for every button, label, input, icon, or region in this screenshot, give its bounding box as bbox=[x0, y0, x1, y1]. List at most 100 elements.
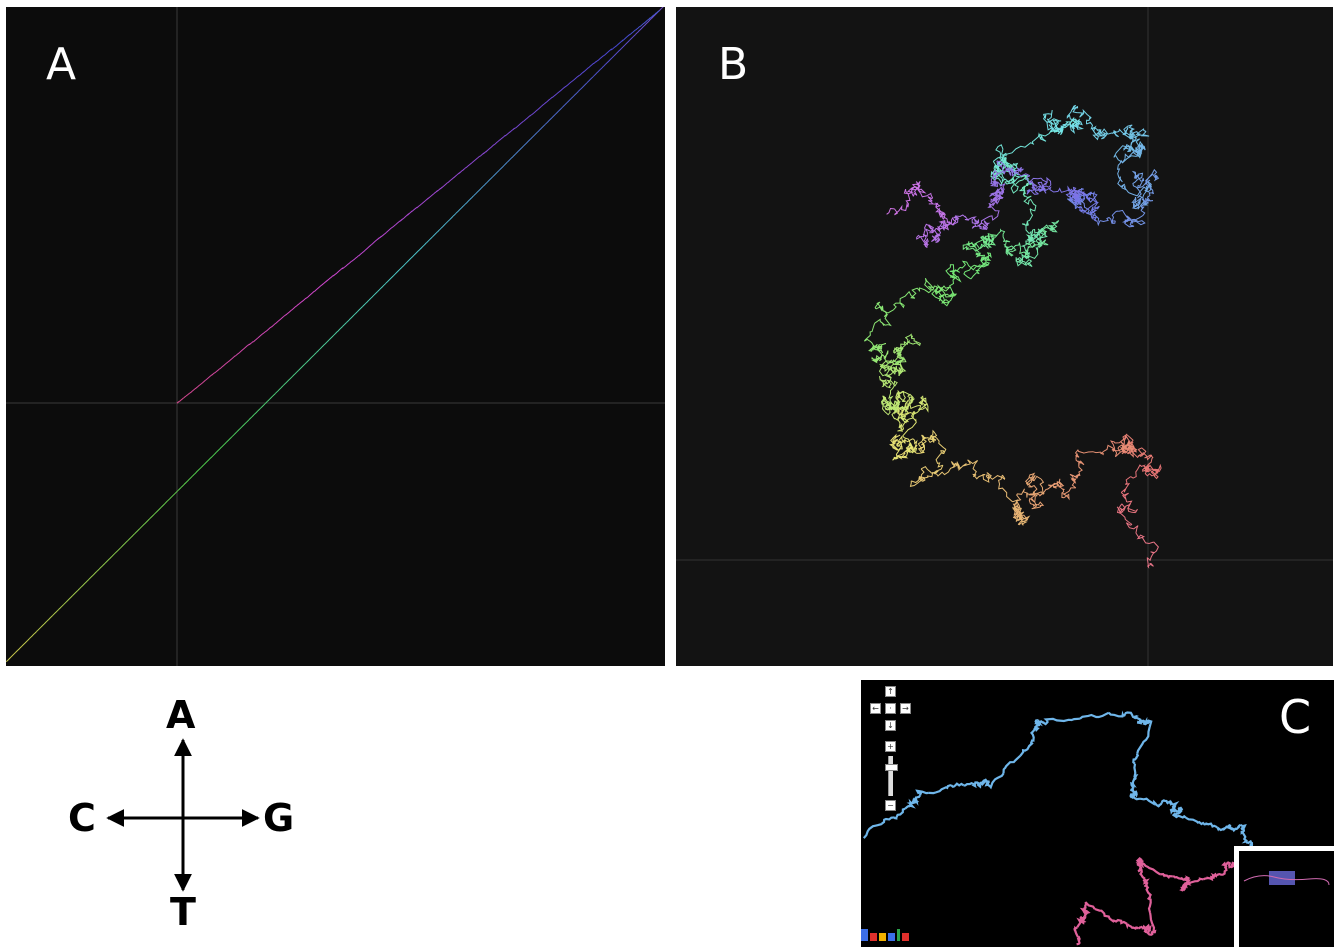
panel-a-walk-segment bbox=[556, 85, 566, 95]
panel-c-walk-blue bbox=[1247, 839, 1254, 849]
panel-a-walk-segment bbox=[248, 414, 255, 421]
panel-c-walk-blue bbox=[1230, 823, 1242, 833]
pan-up-icon[interactable]: ↑ bbox=[885, 686, 896, 697]
panel-b-walk bbox=[863, 104, 1162, 569]
panel-a-walk-segment bbox=[216, 442, 227, 453]
panel-b-walk-segment bbox=[1016, 488, 1025, 502]
panel-a-walk-segment bbox=[561, 98, 572, 109]
compass-letter-right: G bbox=[263, 796, 295, 840]
panel-b-walk-segment bbox=[1015, 257, 1026, 267]
panel-a-walk-segment bbox=[386, 224, 397, 233]
panel-b-walk-segment bbox=[1140, 198, 1147, 211]
panel-b-walk-segment bbox=[945, 267, 955, 278]
panel-b-walk-segment bbox=[1146, 541, 1160, 562]
panel-b-walk-segment bbox=[995, 188, 1005, 197]
panel-b-walk-segment bbox=[911, 337, 921, 347]
panel-a-walk-segment bbox=[15, 645, 23, 653]
panel-b-walk-segment bbox=[1144, 454, 1154, 465]
zoom-slider-icon[interactable] bbox=[888, 756, 893, 796]
panel-b-walk-segment bbox=[1032, 501, 1045, 508]
panel-c-map[interactable] bbox=[861, 680, 1334, 947]
panel-b-walk-segment bbox=[1028, 472, 1036, 482]
panel-c-walk-blue bbox=[1035, 718, 1042, 727]
panel-a-walk-segment bbox=[492, 170, 500, 178]
panel-c-walk-pink bbox=[1224, 861, 1232, 869]
panel-a-walk-segment bbox=[149, 513, 155, 520]
panel-b-walk-segment bbox=[972, 239, 983, 252]
panel-c-walk-pink bbox=[1079, 907, 1087, 913]
zoom-in-icon[interactable]: + bbox=[885, 741, 896, 752]
panel-b-walk-segment bbox=[1147, 191, 1155, 198]
pan-right-icon[interactable]: → bbox=[900, 703, 911, 714]
panel-b-walk-segment bbox=[911, 183, 927, 194]
panel-b-walk-segment bbox=[1025, 475, 1042, 486]
panel-b-walk-segment bbox=[896, 346, 903, 358]
panel-b-plot bbox=[676, 7, 1333, 666]
panel-b-walk-segment bbox=[1023, 491, 1039, 498]
panel-c-walk-blue bbox=[915, 789, 929, 796]
panel-a-walk-segment bbox=[577, 82, 588, 92]
panel-b-walk-segment bbox=[1124, 147, 1141, 159]
panel-b-walk-segment bbox=[1028, 493, 1036, 507]
panel-a-walk-segment bbox=[506, 153, 516, 163]
panel-a-walk-segment bbox=[530, 131, 539, 140]
panel-c-walk-blue bbox=[1019, 739, 1034, 757]
panel-b-walk-segment bbox=[1120, 492, 1129, 503]
panel-b-walk-segment bbox=[1057, 127, 1064, 136]
panel-b-walk-segment bbox=[1004, 245, 1017, 253]
pan-center-icon[interactable]: · bbox=[885, 703, 896, 714]
panel-b-walk-segment bbox=[1121, 185, 1138, 197]
panel-c-walk-pink bbox=[1216, 868, 1228, 877]
panel-b-walk-segment bbox=[1001, 149, 1007, 160]
panel-a-walk-segment bbox=[355, 306, 363, 314]
panel-b-walk-segment bbox=[1007, 162, 1019, 168]
panel-c-walk-blue bbox=[982, 778, 988, 784]
panel-c-walk-blue bbox=[950, 782, 965, 788]
panel-b-walk-segment bbox=[985, 238, 997, 246]
panel-b-walk-segment bbox=[869, 340, 878, 352]
panel-c-walk-blue bbox=[1129, 794, 1141, 801]
panel-a-walk-segment bbox=[571, 74, 581, 82]
panel-a-walk-segment bbox=[592, 69, 601, 78]
panel-b-walk-segment bbox=[928, 199, 939, 208]
panel-c-walk-blue bbox=[973, 781, 982, 789]
panel-b-walk-segment bbox=[899, 290, 916, 309]
panel-c-walk-pink bbox=[1149, 912, 1157, 934]
panel-b-walk-segment bbox=[1103, 444, 1118, 457]
panel-b-walk-segment bbox=[935, 202, 946, 220]
panel-b-walk-segment bbox=[933, 435, 947, 455]
panel-a-walk-segment bbox=[111, 547, 121, 557]
panel-b-walk-segment bbox=[917, 404, 929, 413]
panel-a-walk-segment bbox=[120, 540, 128, 549]
panel-b-walk-segment bbox=[885, 402, 896, 411]
zoom-out-icon[interactable]: − bbox=[885, 800, 896, 811]
pan-down-icon[interactable]: ↓ bbox=[885, 720, 896, 731]
panel-a-walk-segment bbox=[104, 556, 113, 565]
panel-b-walk-segment bbox=[923, 236, 930, 249]
panel-b-walk-segment bbox=[938, 219, 952, 230]
panel-a: A bbox=[6, 7, 665, 666]
panel-c-walk-pink bbox=[1146, 930, 1154, 936]
panel-a-walk-segment bbox=[650, 8, 662, 20]
panel-b-walk-segment bbox=[894, 356, 907, 365]
pan-left-icon[interactable]: ← bbox=[870, 703, 881, 714]
panel-b-walk-segment bbox=[1115, 444, 1126, 458]
overview-map[interactable] bbox=[1234, 846, 1334, 947]
panel-c-walk-blue bbox=[928, 783, 952, 795]
panel-a-walk-segment bbox=[79, 579, 89, 589]
panel-a-walk-segment bbox=[273, 316, 285, 326]
zoom-slider-handle[interactable] bbox=[885, 764, 898, 771]
panel-b-walk-segment bbox=[1019, 507, 1028, 526]
panel-b-walk-segment bbox=[976, 258, 990, 268]
panel-b-walk-segment bbox=[874, 301, 884, 312]
panel-b-label: B bbox=[718, 39, 749, 90]
panel-a-walk-segment bbox=[340, 266, 345, 271]
panel-a-walk-segment bbox=[471, 155, 481, 164]
panel-b-walk-segment bbox=[999, 171, 1018, 184]
panel-a-walk-segment bbox=[176, 397, 185, 404]
panel-a-walk-segment bbox=[228, 354, 237, 362]
panel-a-walk-segment bbox=[635, 25, 645, 35]
panel-a-walks bbox=[6, 7, 664, 663]
panel-a-walk-segment bbox=[6, 652, 16, 663]
panel-b-walk-segment bbox=[1086, 208, 1101, 227]
